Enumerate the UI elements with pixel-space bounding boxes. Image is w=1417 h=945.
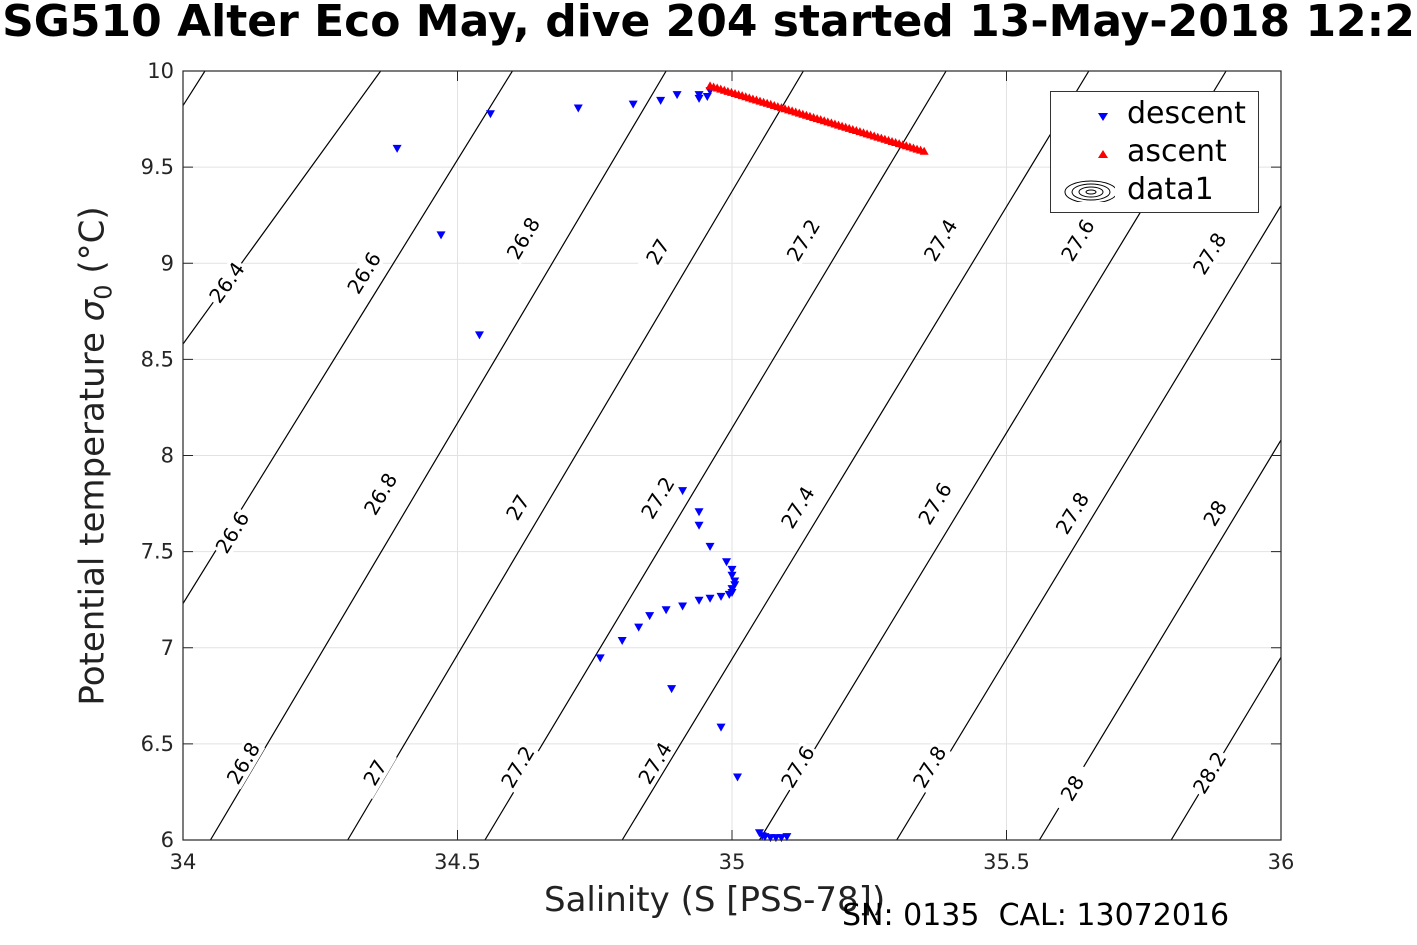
contour-label-bg	[1187, 746, 1232, 799]
descent-point	[645, 612, 655, 621]
legend-item-descent: descent	[1051, 96, 1260, 134]
contour-label-bg	[636, 225, 680, 278]
x-tick-label: 35	[719, 850, 746, 874]
contour-label-bg	[913, 477, 957, 530]
descent-point	[694, 596, 704, 605]
descent-point	[617, 637, 627, 646]
contour-line	[183, 71, 206, 106]
ascent-point	[919, 146, 929, 155]
ascent-marker-icon	[1098, 150, 1108, 158]
x-tick-label: 34	[170, 850, 197, 874]
y-tick-label: 7.5	[141, 540, 174, 564]
contour-label-bg	[907, 740, 952, 794]
y-tick-label: 6	[161, 828, 174, 852]
y-axis-label: Potential temperature σ0 (°C)	[72, 206, 118, 706]
contour-icon	[1064, 180, 1115, 202]
descent-point	[727, 571, 737, 580]
descent-point	[694, 508, 704, 517]
contour-label-bg	[353, 746, 397, 799]
contour-label-bg	[221, 736, 266, 790]
descent-point	[776, 834, 786, 843]
contour-label-bg	[210, 506, 255, 559]
contour-line	[896, 205, 1281, 840]
y-tick-label: 6.5	[141, 732, 174, 756]
y-tick-label: 8	[161, 444, 174, 468]
contour-label-bg	[358, 467, 403, 521]
contour-line	[1170, 657, 1281, 840]
descent-point	[667, 685, 677, 694]
contour-label-bg	[496, 740, 540, 794]
contour-line	[347, 71, 804, 840]
descent-point	[485, 110, 495, 119]
y-tick-label: 7	[161, 636, 174, 660]
legend-item-data1: data1	[1051, 172, 1260, 210]
contour-line	[209, 71, 667, 840]
contour-label-bg	[1050, 486, 1095, 540]
descent-point	[678, 487, 688, 496]
contour-label-bg	[501, 212, 546, 265]
contour-label-bg	[633, 736, 677, 790]
descent-point	[716, 723, 726, 732]
contour-label-bg	[1187, 227, 1232, 280]
contour-label-bg	[1056, 213, 1100, 267]
x-tick-label: 34.5	[434, 850, 481, 874]
descent-point	[678, 602, 688, 611]
contour-label-bg	[781, 213, 826, 267]
contour-line	[484, 71, 947, 840]
serial-number: SN: 0135	[842, 898, 980, 933]
descent-point	[732, 773, 742, 782]
contour-label-bg	[776, 740, 820, 794]
descent-point	[705, 542, 715, 551]
descent-point	[694, 94, 704, 103]
descent-point	[782, 833, 792, 842]
x-axis-label: Salinity (S [PSS-78])	[544, 880, 886, 920]
descent-point	[628, 100, 638, 109]
contour-label-bg	[776, 481, 820, 534]
legend-item-ascent: ascent	[1051, 134, 1260, 172]
contour-label-bg	[496, 481, 540, 534]
y-tick-label: 8.5	[141, 347, 174, 371]
descent-point	[722, 558, 732, 567]
contour-label-bg	[203, 256, 250, 309]
descent-point	[702, 92, 712, 101]
descent-point	[705, 594, 715, 603]
descent-point	[436, 231, 446, 240]
contour-label-bg	[1050, 761, 1095, 815]
y-tick-label: 9	[161, 251, 174, 275]
x-tick-label: 36	[1268, 850, 1295, 874]
x-tick-label: 35.5	[983, 850, 1030, 874]
serial-calibration-footer: SN: 0135 CAL: 13072016	[842, 898, 1229, 933]
y-tick-label: 10	[147, 59, 174, 83]
descent-point	[672, 91, 682, 100]
descent-point	[573, 104, 583, 113]
descent-point	[716, 592, 726, 601]
contour-line	[621, 71, 1090, 840]
legend: descent ascent data1	[1050, 91, 1259, 213]
descent-point	[656, 96, 666, 105]
descent-point	[595, 654, 605, 663]
contour-label-bg	[636, 471, 680, 525]
contour-label-bg	[1193, 486, 1237, 540]
descent-point	[661, 606, 671, 615]
calibration-date: CAL: 13072016	[998, 898, 1230, 933]
contour-line	[183, 71, 382, 345]
descent-point	[634, 623, 644, 632]
contour-label-bg	[918, 213, 963, 267]
descent-point	[724, 590, 734, 599]
descent-point	[474, 331, 484, 340]
descent-point	[694, 521, 704, 530]
descent-point	[727, 565, 737, 574]
descent-marker-icon	[1098, 113, 1108, 121]
y-tick-label: 9.5	[141, 155, 174, 179]
chart-title: SG510 Alter Eco May, dive 204 started 13…	[2, 0, 1415, 47]
descent-point	[392, 144, 402, 153]
contour-label-bg	[342, 246, 387, 300]
